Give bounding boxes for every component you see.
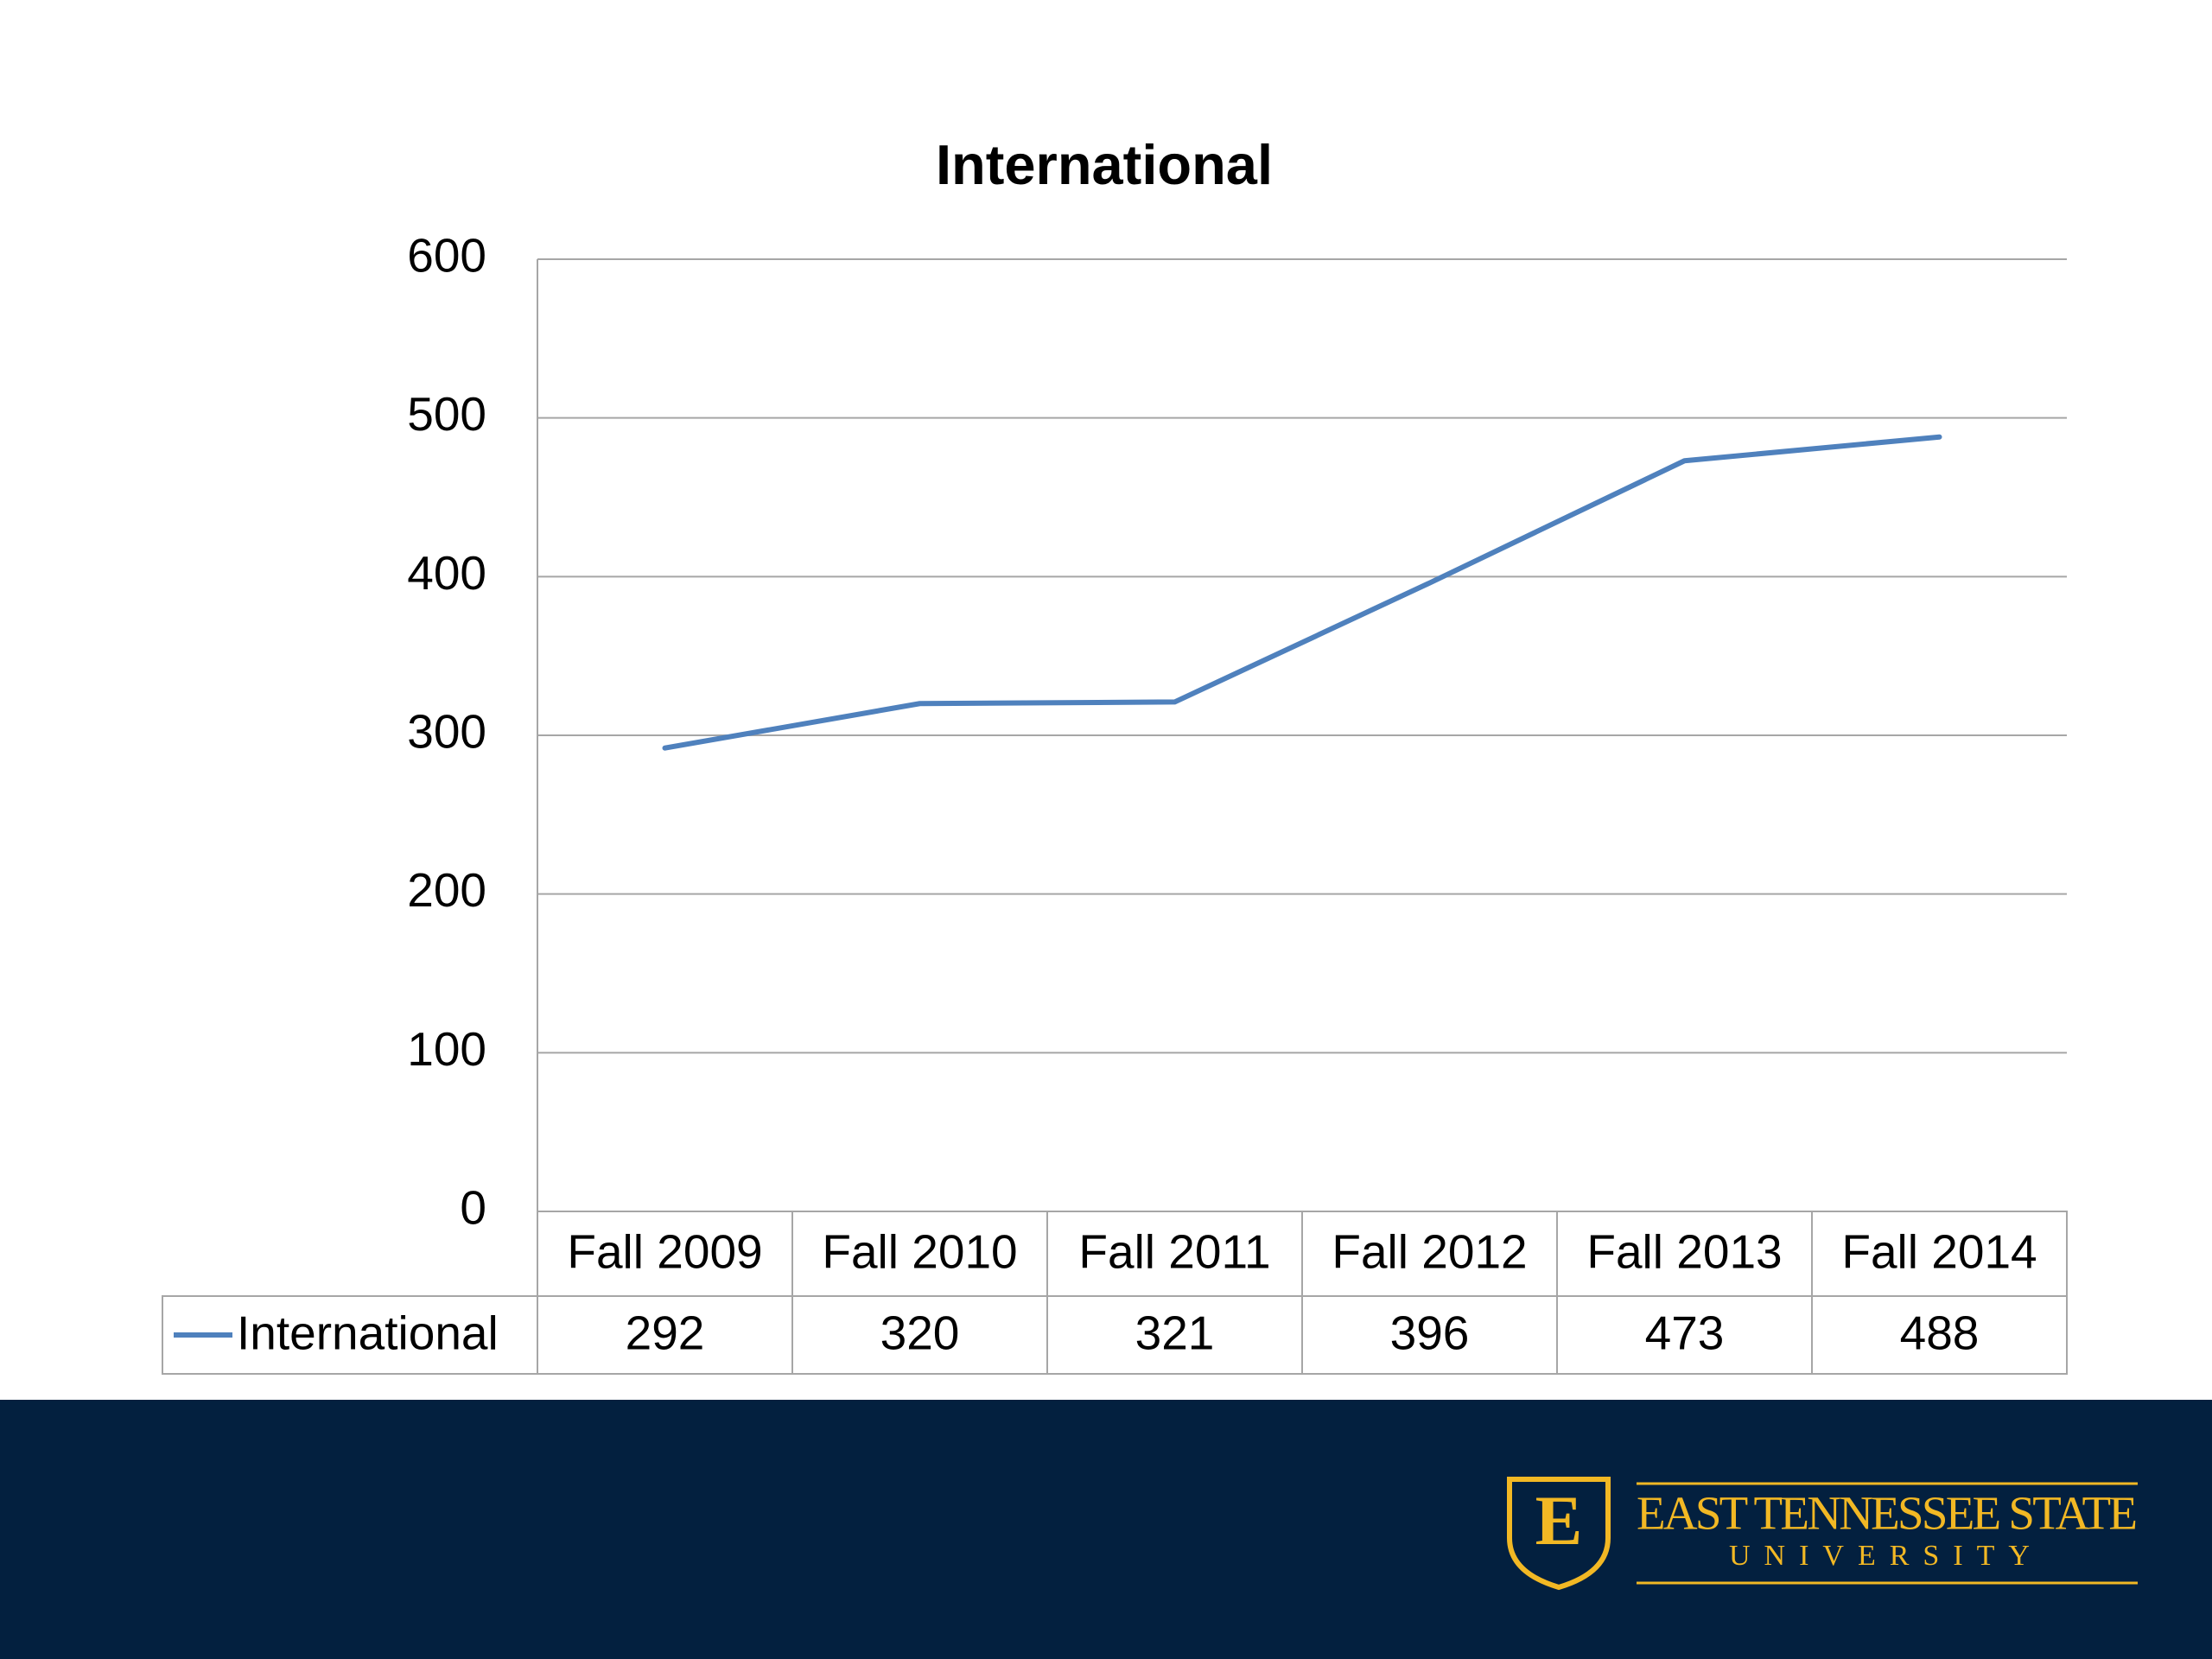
table-cell [162, 1295, 538, 1375]
table-value: 396 [1390, 1306, 1470, 1360]
table-value: 488 [1900, 1306, 1980, 1360]
data-line [662, 434, 1942, 751]
x-tick-label: Fall 2013 [1586, 1225, 1782, 1279]
logo-line1: EAST TENNESSEE STATE [1637, 1487, 2138, 1540]
y-tick-label: 300 [407, 705, 486, 759]
logo-mark: E [1535, 1481, 1583, 1560]
y-tick-label: 200 [407, 863, 486, 917]
logo-line2: UNIVERSITY [1729, 1540, 2044, 1572]
y-tick-label: 400 [407, 546, 486, 600]
x-tick-label: Fall 2011 [1078, 1225, 1270, 1279]
table-value: 473 [1645, 1306, 1725, 1360]
x-tick-label: Fall 2010 [822, 1225, 1017, 1279]
legend-label: International [237, 1306, 499, 1360]
y-tick-label: 0 [460, 1181, 486, 1235]
logo-shield [1507, 1477, 1611, 1591]
x-tick-label: Fall 2014 [1841, 1225, 2037, 1279]
table-value: 321 [1135, 1306, 1215, 1360]
x-tick-label: Fall 2012 [1332, 1225, 1527, 1279]
y-tick-label: 100 [407, 1022, 486, 1076]
footer-band [0, 1400, 2212, 1659]
chart: 0 100 200 300 400 500 600 Fall 2009 Fall 2010 Fal… [162, 229, 2068, 1375]
y-tick-label: 500 [407, 387, 486, 441]
table-cell [1811, 1295, 2068, 1375]
y-tick-label: 600 [407, 229, 486, 283]
table-value: 320 [880, 1306, 960, 1360]
logo: E EAST TENNESSEE STATE UNIVERSITY [1507, 1477, 2138, 1591]
chart-title: International [936, 133, 1273, 196]
x-tick-label: Fall 2009 [567, 1225, 762, 1279]
table-value: 292 [626, 1306, 705, 1360]
